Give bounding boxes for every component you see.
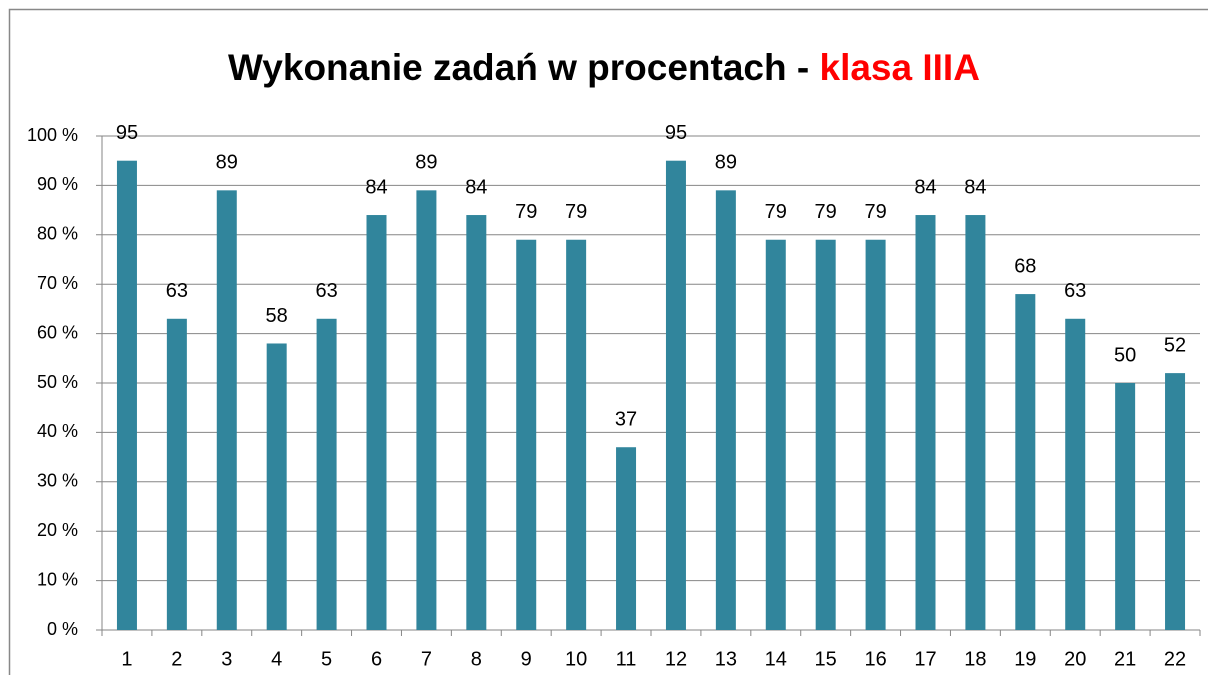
bar [815,239,836,631]
x-tick-label: 6 [371,648,382,670]
data-label: 95 [665,122,687,144]
y-tick-label: 0 % [47,619,78,639]
chart-title: Wykonanie zadań w procentach - klasa III… [228,47,980,88]
bar [366,215,387,631]
bar [566,239,587,631]
bar [715,190,736,630]
data-label: 79 [515,201,537,223]
y-tick-label: 80 % [37,224,78,244]
x-tick-label: 3 [221,648,232,670]
data-label: 50 [1114,344,1136,366]
data-label: 63 [1064,280,1086,302]
x-tick-label: 19 [1014,648,1036,670]
data-label: 68 [1014,255,1036,277]
bar [166,318,187,630]
bar [616,447,637,630]
x-tick-label: 8 [471,648,482,670]
bar [765,239,786,631]
bar [1165,373,1186,630]
data-label: 84 [365,176,387,198]
x-tick-label: 5 [321,648,332,670]
x-tick-label: 9 [521,648,532,670]
bar [316,318,337,630]
bar [1015,294,1036,630]
data-label: 79 [864,201,886,223]
x-tick-label: 22 [1164,648,1186,670]
x-tick-label: 15 [815,648,837,670]
data-label: 37 [615,409,637,431]
bar [665,160,686,630]
x-tick-label: 16 [864,648,886,670]
x-tick-label: 21 [1114,648,1136,670]
y-tick-label: 100 % [27,125,78,145]
data-label: 89 [216,152,238,174]
y-tick-label: 90 % [37,174,78,194]
bar [116,160,137,630]
data-label: 63 [166,280,188,302]
data-label: 63 [315,280,337,302]
data-label: 79 [815,201,837,223]
bar [1115,383,1136,630]
data-label: 84 [465,176,487,198]
x-tick-label: 20 [1064,648,1086,670]
x-tick-label: 2 [171,648,182,670]
x-tick-label: 18 [964,648,986,670]
y-tick-label: 50 % [37,372,78,392]
title-part: Wykonanie zadań w procentach - [228,47,819,88]
data-label: 89 [415,152,437,174]
bar [266,343,287,630]
data-label: 52 [1164,334,1186,356]
x-tick-label: 14 [765,648,787,670]
data-label: 84 [914,176,936,198]
bar [1065,318,1086,630]
title-highlight: klasa IIIA [820,47,980,88]
x-tick-label: 13 [715,648,737,670]
y-tick-label: 20 % [37,520,78,540]
data-label: 95 [116,122,138,144]
bar [466,215,487,631]
x-tick-label: 1 [121,648,132,670]
data-label: 84 [964,176,986,198]
bar [516,239,537,631]
x-tick-label: 17 [914,648,936,670]
bar [416,190,437,630]
y-tick-label: 10 % [37,569,78,589]
bar [915,215,936,631]
bar [965,215,986,631]
data-label: 89 [715,152,737,174]
y-tick-label: 40 % [37,421,78,441]
data-label: 58 [266,305,288,327]
x-tick-label: 11 [616,648,637,670]
bar [865,239,886,631]
y-tick-label: 60 % [37,322,78,342]
y-tick-label: 70 % [37,273,78,293]
x-tick-label: 4 [271,648,282,670]
data-label: 79 [565,201,587,223]
x-tick-label: 10 [565,648,587,670]
x-tick-label: 7 [421,648,432,670]
x-tick-label: 12 [665,648,687,670]
data-label: 79 [765,201,787,223]
bar [216,190,237,630]
chart-border [8,8,1208,675]
y-tick-label: 30 % [37,471,78,491]
